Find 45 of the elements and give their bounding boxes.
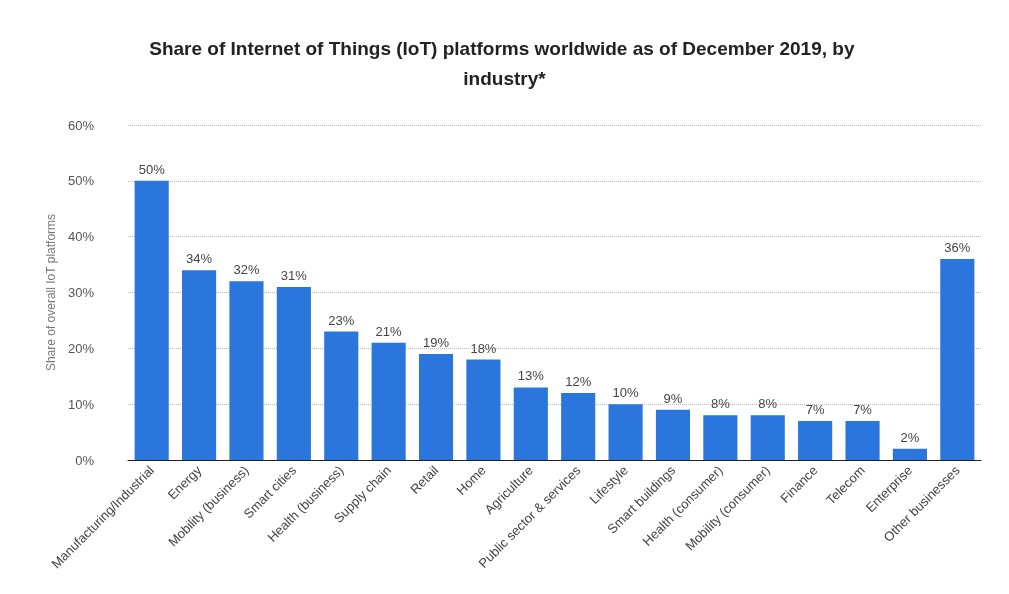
bar [703, 415, 738, 460]
bar [845, 420, 880, 460]
bar [418, 353, 454, 460]
data-label: 19% [423, 334, 450, 350]
bar [324, 331, 359, 460]
data-label: 31% [280, 267, 308, 283]
bar [466, 359, 501, 460]
data-label: 34% [186, 251, 213, 267]
data-label: 32% [233, 262, 260, 278]
y-tick-label: 20% [67, 340, 95, 356]
bar [134, 180, 169, 460]
bar [750, 415, 785, 460]
y-tick-label: 50% [67, 173, 95, 189]
bar [513, 387, 548, 460]
data-label: 21% [375, 323, 403, 339]
data-label: 8% [710, 396, 731, 412]
data-label: 10% [612, 385, 640, 401]
y-tick-label: 30% [67, 285, 95, 300]
data-label: 9% [663, 390, 683, 406]
bar [182, 270, 217, 460]
chart-title: Share of Internet of Things (IoT) platforms worldwide as of December 2019, by industry* [149, 37, 860, 89]
bar [561, 393, 596, 460]
bar [608, 404, 643, 460]
bar [371, 342, 406, 460]
bar [798, 420, 833, 460]
data-label: 36% [944, 240, 971, 255]
data-label: 50% [138, 161, 166, 177]
bar [276, 286, 311, 460]
bar [940, 259, 975, 460]
data-label: 12% [565, 374, 592, 389]
data-label: 7% [805, 401, 825, 417]
y-tick-label: 0% [75, 452, 95, 468]
data-label: 7% [853, 401, 873, 417]
bar [892, 448, 927, 460]
y-tick-label: 40% [67, 229, 95, 245]
data-label: 23% [328, 312, 355, 328]
bar [655, 409, 691, 460]
y-tick-label: 10% [67, 396, 95, 412]
data-label: 8% [758, 396, 778, 412]
data-label: 13% [517, 368, 545, 384]
data-label: 18% [470, 340, 497, 356]
y-axis-title: Share of overall IoT platforms [44, 213, 59, 372]
data-label: 2% [900, 429, 920, 445]
y-tick-label: 60% [67, 117, 95, 133]
bar [229, 281, 264, 460]
